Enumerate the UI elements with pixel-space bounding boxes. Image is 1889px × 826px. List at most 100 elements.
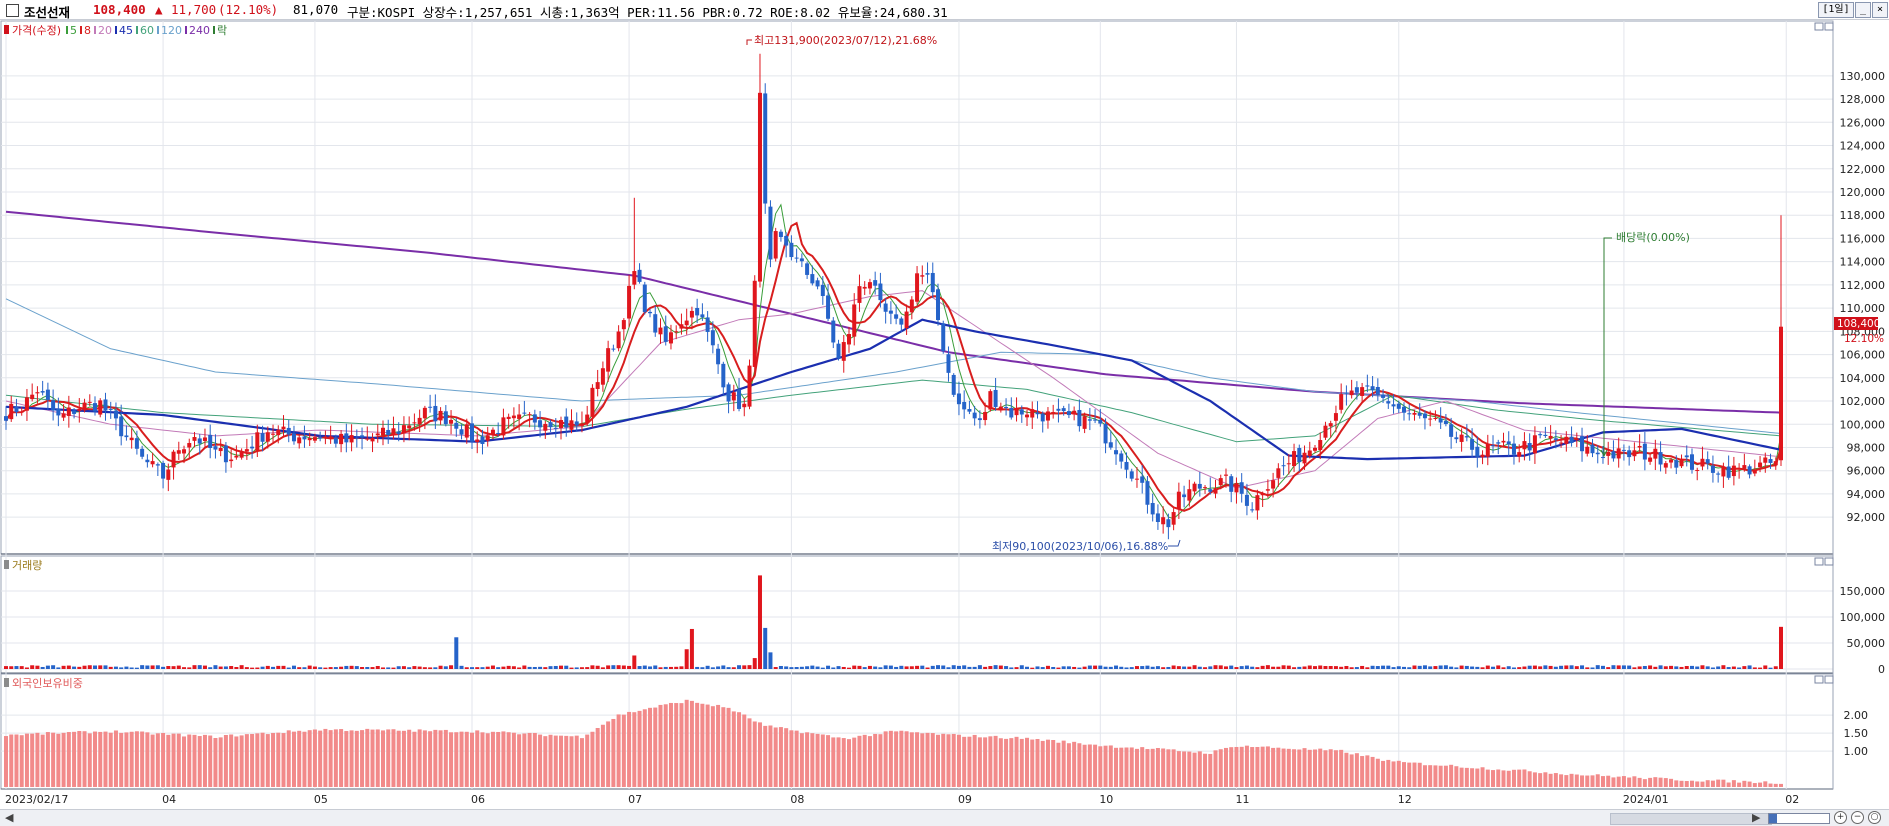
foreign-bar [1396,760,1401,787]
foreign-bar [19,735,24,787]
volume-bar [909,666,914,669]
zoom-out-icon[interactable]: − [1851,811,1864,824]
foreign-bar [538,734,543,787]
volume-bar [993,665,998,669]
foreign-bar [752,721,757,787]
candle-body [1061,408,1066,412]
volume-bar [197,665,202,669]
candle-body [1213,488,1218,494]
candle-body [867,282,872,289]
foreign-panel-min-icon[interactable] [1814,675,1824,684]
scroll-thumb[interactable] [1610,813,1772,825]
candle-body [1349,390,1354,396]
candle-body [150,461,155,465]
candle-body [176,450,181,454]
panel-buttons[interactable] [1814,22,1834,684]
volume-bar [642,665,647,669]
volume-bar [218,666,223,669]
price-panel-close-icon[interactable] [1824,22,1834,31]
foreign-bar [1014,736,1019,787]
volume-bar [1312,666,1317,669]
foreign-bar [1574,774,1579,787]
candle-body [1716,473,1721,475]
candle-body [192,437,197,441]
window-minimize-button[interactable]: _ [1855,2,1871,18]
low-annotation-label: 최저90,100(2023/10/06),16.88% [992,540,1168,553]
volume-bar [56,667,61,669]
volume-bar [517,667,522,669]
volume-bar [386,667,391,669]
candle-body [1014,408,1019,416]
candle-body [145,459,150,463]
chart-scrollbar[interactable]: ◀ ▶ + − ○ [0,809,1889,826]
foreign-bar [1114,747,1119,787]
candle-body [9,403,14,420]
volume-bar [716,666,721,669]
candle-body [1297,447,1302,463]
candle-body [312,437,317,441]
time-tick-label: 08 [790,793,804,806]
volume-bar [1621,665,1626,669]
volume-bar [904,666,909,669]
candle-body [1019,409,1024,415]
stock-chart[interactable]: 92,000 94,000 96,000 98,000 100,000 102,000 10… [0,20,1889,809]
candle-body [721,363,726,388]
axes: 92,000 94,000 96,000 98,000 100,000 102,000 10… [5,21,1885,806]
volume-bar [281,665,286,669]
candle-body [1229,476,1234,492]
candle-body [1396,403,1401,409]
price-panel-min-icon[interactable] [1814,22,1824,31]
period-button[interactable]: [1일] [1818,2,1854,18]
scroll-right-icon[interactable]: ▶ [1752,811,1761,824]
candle-body [1710,465,1715,473]
window-close-button[interactable]: × [1872,2,1888,18]
foreign-panel-close-icon[interactable] [1824,675,1834,684]
foreign-bar [658,704,663,787]
volume-bar [1511,667,1516,669]
foreign-bar [778,727,783,787]
volume-bar [1182,666,1187,669]
volume-bar [9,666,14,669]
candle-body [255,432,260,451]
candle-body [1454,437,1459,440]
volume-bar [1072,666,1077,669]
zoom-in-icon[interactable]: + [1834,811,1847,824]
last-change-label: 12.10% [1844,333,1884,345]
volume-bar [1496,665,1501,669]
checkbox-icon[interactable] [6,4,19,17]
volume-panel-min-icon[interactable] [1814,557,1824,566]
zoom-reset-icon[interactable]: ○ [1868,811,1881,824]
zoom-slider[interactable] [1768,813,1830,824]
candle-body [778,231,783,238]
volume-bar [1449,666,1454,669]
foreign-bar [543,736,548,787]
volume-bar [1354,667,1359,669]
foreign-bar [1726,782,1731,787]
volume-panel-close-icon[interactable] [1824,557,1834,566]
candle-body [260,433,265,442]
volume-bar [1061,666,1066,669]
volume-bar [470,667,475,669]
volume-panel[interactable] [0,555,1834,674]
foreign-bar [899,730,904,787]
candle-body [1192,483,1197,492]
candle-body [862,286,867,289]
foreign-bar [464,731,469,787]
time-tick-label: 07 [628,793,642,806]
scroll-left-icon[interactable]: ◀ [5,811,14,824]
foreign-bar [1773,783,1778,787]
stock-name[interactable]: 조선선재 [24,5,71,20]
volume-bar [867,665,872,669]
foreign-bar [323,728,328,787]
foreign-bar [1642,779,1647,787]
price-tick-label: 126,000 [1840,116,1886,129]
candle-body [1422,413,1427,419]
foreign-bar [731,711,736,787]
candle-body [412,422,417,424]
candle-body [218,448,223,452]
volume-bar [1344,665,1349,669]
volume-bar [1025,666,1030,669]
volume-bar [4,666,8,669]
foreign-bar [45,732,50,787]
candle-body [82,402,87,411]
